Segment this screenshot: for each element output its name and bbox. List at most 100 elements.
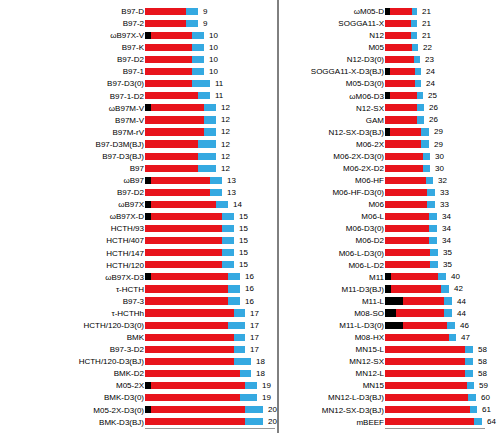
svg-text:26: 26: [429, 115, 438, 124]
svg-text:HCTH/120-D3(0): HCTH/120-D3(0): [84, 321, 145, 330]
svg-text:M08-SO: M08-SO: [354, 309, 384, 318]
svg-text:17: 17: [250, 309, 259, 318]
svg-text:10: 10: [209, 43, 218, 52]
svg-text:B97-D3(BJ): B97-D3(BJ): [102, 152, 144, 161]
svg-text:HCTH/120-D3(BJ): HCTH/120-D3(BJ): [79, 357, 145, 366]
svg-text:M06-L: M06-L: [361, 212, 384, 221]
svg-text:13: 13: [227, 188, 236, 197]
svg-text:12: 12: [221, 140, 230, 149]
svg-text:29: 29: [434, 140, 443, 149]
svg-text:47: 47: [461, 333, 470, 342]
svg-text:12: 12: [221, 103, 230, 112]
svg-text:64: 64: [487, 417, 496, 426]
svg-text:35: 35: [443, 260, 452, 269]
svg-text:12: 12: [221, 115, 230, 124]
svg-text:B97M-V: B97M-V: [115, 116, 145, 125]
svg-text:25: 25: [428, 91, 437, 100]
svg-text:M11-L-D3(0): M11-L-D3(0): [339, 321, 384, 330]
svg-text:ωB97M-V: ωB97M-V: [109, 104, 145, 113]
svg-text:GAM: GAM: [366, 116, 385, 125]
svg-text:τ-HCTH: τ-HCTH: [116, 285, 144, 294]
svg-text:34: 34: [442, 224, 451, 233]
svg-text:B97-1: B97-1: [123, 67, 145, 76]
svg-text:M06-L-D2: M06-L-D2: [348, 261, 384, 270]
svg-text:24: 24: [426, 67, 435, 76]
svg-text:58: 58: [478, 345, 487, 354]
svg-text:42: 42: [454, 284, 463, 293]
svg-text:B97-D3(0): B97-D3(0): [107, 79, 144, 88]
svg-text:11: 11: [215, 91, 224, 100]
svg-text:M05: M05: [368, 43, 384, 52]
svg-text:12: 12: [221, 164, 230, 173]
svg-text:20: 20: [268, 405, 277, 414]
svg-text:16: 16: [245, 284, 254, 293]
svg-text:BMK: BMK: [127, 333, 145, 342]
svg-text:15: 15: [239, 236, 248, 245]
svg-text:ωB97X: ωB97X: [118, 200, 144, 209]
svg-text:MN12-SX: MN12-SX: [349, 357, 384, 366]
svg-text:19: 19: [262, 393, 271, 402]
svg-text:24: 24: [426, 79, 435, 88]
svg-text:35: 35: [443, 248, 452, 257]
svg-text:B97-D3M(BJ): B97-D3M(BJ): [96, 140, 145, 149]
svg-text:HCTH/93: HCTH/93: [111, 224, 145, 233]
svg-text:MN12-L: MN12-L: [356, 369, 385, 378]
svg-text:MN12-SX-D3(BJ): MN12-SX-D3(BJ): [322, 405, 385, 414]
svg-text:14: 14: [233, 200, 242, 209]
svg-text:30: 30: [435, 152, 444, 161]
svg-text:58: 58: [478, 357, 487, 366]
svg-text:N12-D3(0): N12-D3(0): [347, 55, 385, 64]
svg-text:BMK-D2: BMK-D2: [114, 369, 145, 378]
svg-text:B97-D2: B97-D2: [117, 55, 145, 64]
svg-text:HCTH/407: HCTH/407: [106, 236, 144, 245]
svg-text:16: 16: [245, 297, 254, 306]
svg-text:23: 23: [425, 55, 434, 64]
svg-text:M06-HF-D3(0): M06-HF-D3(0): [332, 188, 384, 197]
svg-text:M06-D3(0): M06-D3(0): [346, 224, 385, 233]
svg-text:M06: M06: [368, 200, 384, 209]
svg-text:SOGGA11-X: SOGGA11-X: [338, 19, 384, 28]
svg-text:M05-D3(0): M05-D3(0): [346, 79, 385, 88]
svg-text:13: 13: [227, 176, 236, 185]
svg-text:B97-3-D2: B97-3-D2: [110, 345, 145, 354]
svg-text:HCTH/147: HCTH/147: [106, 249, 144, 258]
svg-text:10: 10: [209, 67, 218, 76]
svg-text:τ-HCTHh: τ-HCTHh: [112, 309, 145, 318]
svg-text:18: 18: [256, 357, 265, 366]
svg-text:M06-2X: M06-2X: [356, 140, 385, 149]
svg-text:19: 19: [262, 381, 271, 390]
svg-text:17: 17: [250, 345, 259, 354]
svg-text:44: 44: [457, 309, 466, 318]
svg-text:59: 59: [479, 381, 488, 390]
svg-text:33: 33: [440, 188, 449, 197]
svg-text:21: 21: [422, 31, 431, 40]
svg-text:11: 11: [215, 79, 224, 88]
svg-text:17: 17: [250, 333, 259, 342]
svg-text:33: 33: [440, 200, 449, 209]
svg-text:60: 60: [481, 393, 490, 402]
svg-text:10: 10: [209, 55, 218, 64]
svg-text:SOGGA11-X-D3(BJ): SOGGA11-X-D3(BJ): [311, 67, 385, 76]
svg-text:M05-2X-D3(0): M05-2X-D3(0): [93, 405, 144, 414]
svg-text:16: 16: [245, 272, 254, 281]
svg-text:M06-2X-D2: M06-2X-D2: [343, 164, 384, 173]
svg-text:22: 22: [423, 43, 432, 52]
svg-text:ωB97X-D: ωB97X-D: [110, 212, 144, 221]
svg-text:9: 9: [203, 19, 208, 28]
svg-text:MN15-L: MN15-L: [356, 345, 385, 354]
svg-text:17: 17: [250, 321, 259, 330]
svg-text:12: 12: [221, 127, 230, 136]
svg-text:M11-L: M11-L: [362, 297, 385, 306]
svg-text:21: 21: [422, 19, 431, 28]
svg-text:9: 9: [203, 7, 208, 16]
svg-text:34: 34: [442, 236, 451, 245]
svg-text:18: 18: [256, 369, 265, 378]
svg-text:10: 10: [209, 31, 218, 40]
svg-text:ωB97X-V: ωB97X-V: [110, 31, 144, 40]
svg-text:M06-HF: M06-HF: [355, 176, 384, 185]
svg-text:MN12-L-D3(BJ): MN12-L-D3(BJ): [328, 393, 384, 402]
svg-text:M06-L-D3(0): M06-L-D3(0): [339, 249, 385, 258]
svg-text:M11-D3(BJ): M11-D3(BJ): [341, 285, 384, 294]
svg-text:BMK-D3(BJ): BMK-D3(BJ): [99, 418, 144, 427]
svg-text:B97-2: B97-2: [123, 19, 145, 28]
